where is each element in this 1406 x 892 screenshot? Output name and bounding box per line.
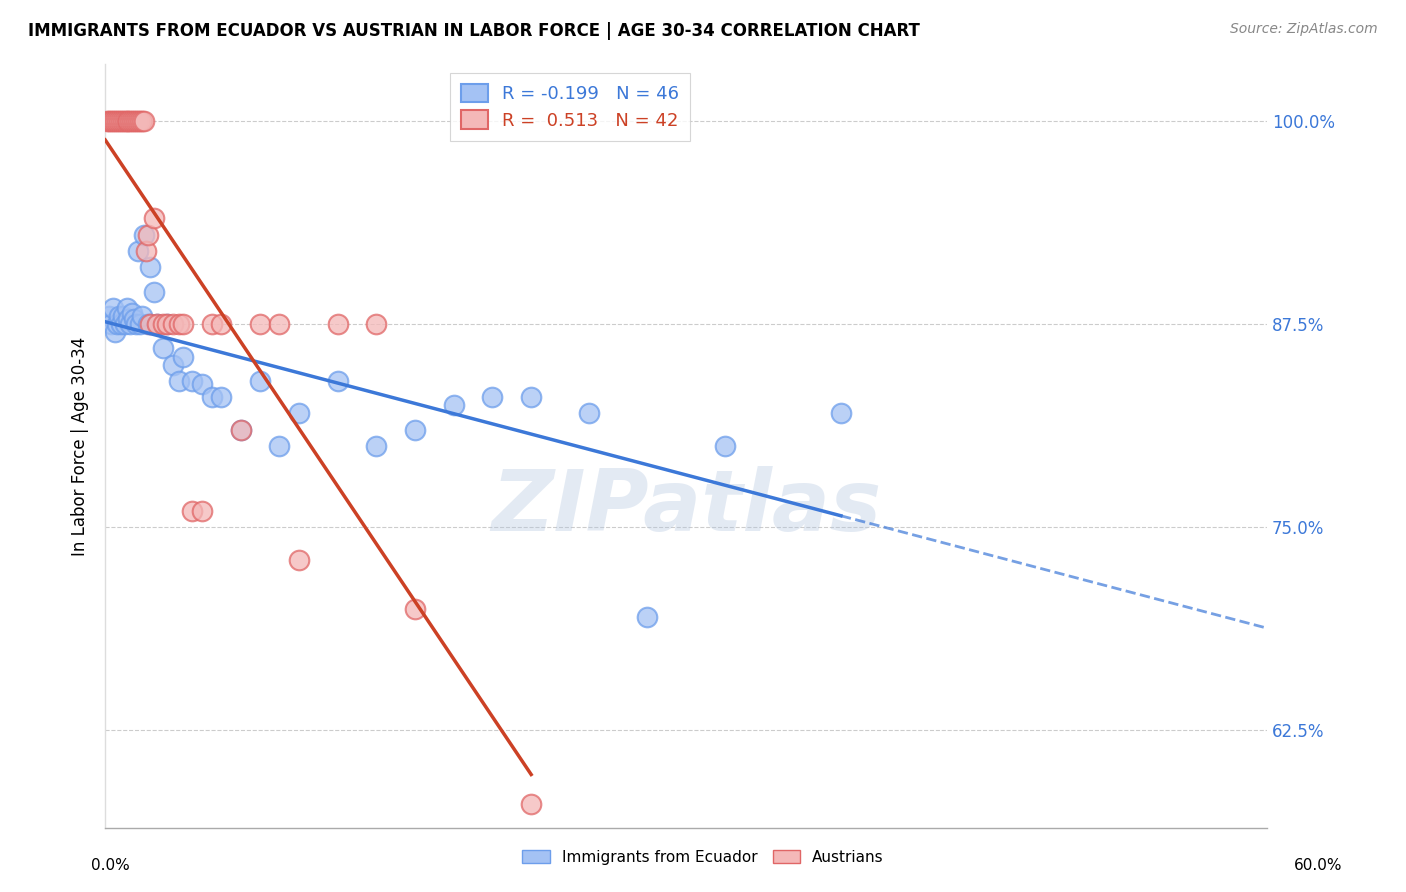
Point (443, 398, 465, 412)
Point (142, 211, 165, 226)
Point (142, 285, 165, 299)
Point (326, 317, 349, 331)
Point (162, 358, 184, 372)
Point (107, 309, 129, 323)
Point (139, 317, 162, 331)
Point (209, 390, 232, 404)
Point (181, 374, 204, 388)
Point (110, 317, 132, 331)
Point (288, 407, 311, 421)
Point (152, 317, 174, 331)
Point (249, 374, 271, 388)
Point (209, 317, 232, 331)
Point (181, 504, 204, 518)
Point (110, 114, 132, 128)
Point (288, 553, 311, 567)
Point (201, 390, 224, 404)
Point (114, 114, 136, 128)
Point (96, 114, 118, 128)
Point (404, 423, 426, 437)
Y-axis label: In Labor Force | Age 30-34: In Labor Force | Age 30-34 (72, 336, 89, 556)
Point (131, 309, 153, 323)
Point (132, 227, 155, 242)
Point (135, 244, 157, 258)
Point (162, 317, 184, 331)
Text: ZIPatlas: ZIPatlas (491, 466, 882, 549)
Point (139, 260, 162, 275)
Point (167, 317, 190, 331)
Point (120, 114, 142, 128)
Point (520, 390, 543, 404)
Legend: Immigrants from Ecuador, Austrians: Immigrants from Ecuador, Austrians (516, 844, 890, 871)
Point (146, 317, 169, 331)
Point (111, 114, 134, 128)
Point (152, 342, 174, 356)
Point (125, 114, 148, 128)
Point (115, 114, 138, 128)
Point (326, 374, 349, 388)
Point (121, 306, 143, 320)
Point (100, 114, 122, 128)
Point (636, 609, 658, 624)
Point (136, 317, 159, 331)
Point (121, 114, 143, 128)
Point (127, 244, 149, 258)
Point (104, 114, 127, 128)
Point (404, 601, 426, 615)
Point (156, 317, 179, 331)
Point (104, 325, 127, 339)
Point (201, 317, 224, 331)
Point (120, 317, 142, 331)
Point (98, 114, 121, 128)
Point (172, 350, 194, 364)
Point (131, 114, 153, 128)
Point (136, 227, 159, 242)
Point (481, 390, 503, 404)
Point (98, 309, 121, 323)
Text: 0.0%: 0.0% (91, 858, 131, 872)
Point (105, 317, 128, 331)
Point (229, 423, 252, 437)
Point (167, 374, 190, 388)
Point (229, 423, 252, 437)
Point (269, 317, 291, 331)
Point (249, 317, 271, 331)
Point (107, 114, 129, 128)
Legend: R = -0.199   N = 46, R =  0.513   N = 42: R = -0.199 N = 46, R = 0.513 N = 42 (450, 73, 690, 141)
Point (117, 312, 139, 326)
Point (122, 114, 145, 128)
Point (127, 114, 149, 128)
Point (101, 301, 124, 315)
Point (114, 317, 136, 331)
Point (191, 504, 214, 518)
Point (520, 797, 543, 811)
Point (191, 377, 214, 392)
Point (129, 114, 152, 128)
Point (122, 312, 145, 326)
Point (366, 317, 388, 331)
Point (125, 317, 148, 331)
Point (713, 439, 735, 453)
Point (115, 301, 138, 315)
Point (100, 317, 122, 331)
Point (172, 317, 194, 331)
Text: Source: ZipAtlas.com: Source: ZipAtlas.com (1230, 22, 1378, 37)
Point (156, 317, 179, 331)
Text: 60.0%: 60.0% (1295, 858, 1343, 872)
Point (146, 317, 169, 331)
Point (366, 439, 388, 453)
Point (269, 439, 291, 453)
Point (132, 114, 155, 128)
Point (111, 309, 134, 323)
Point (830, 407, 852, 421)
Point (129, 317, 152, 331)
Point (117, 114, 139, 128)
Point (105, 114, 128, 128)
Point (578, 407, 600, 421)
Point (101, 114, 124, 128)
Text: IMMIGRANTS FROM ECUADOR VS AUSTRIAN IN LABOR FORCE | AGE 30-34 CORRELATION CHART: IMMIGRANTS FROM ECUADOR VS AUSTRIAN IN L… (28, 22, 920, 40)
